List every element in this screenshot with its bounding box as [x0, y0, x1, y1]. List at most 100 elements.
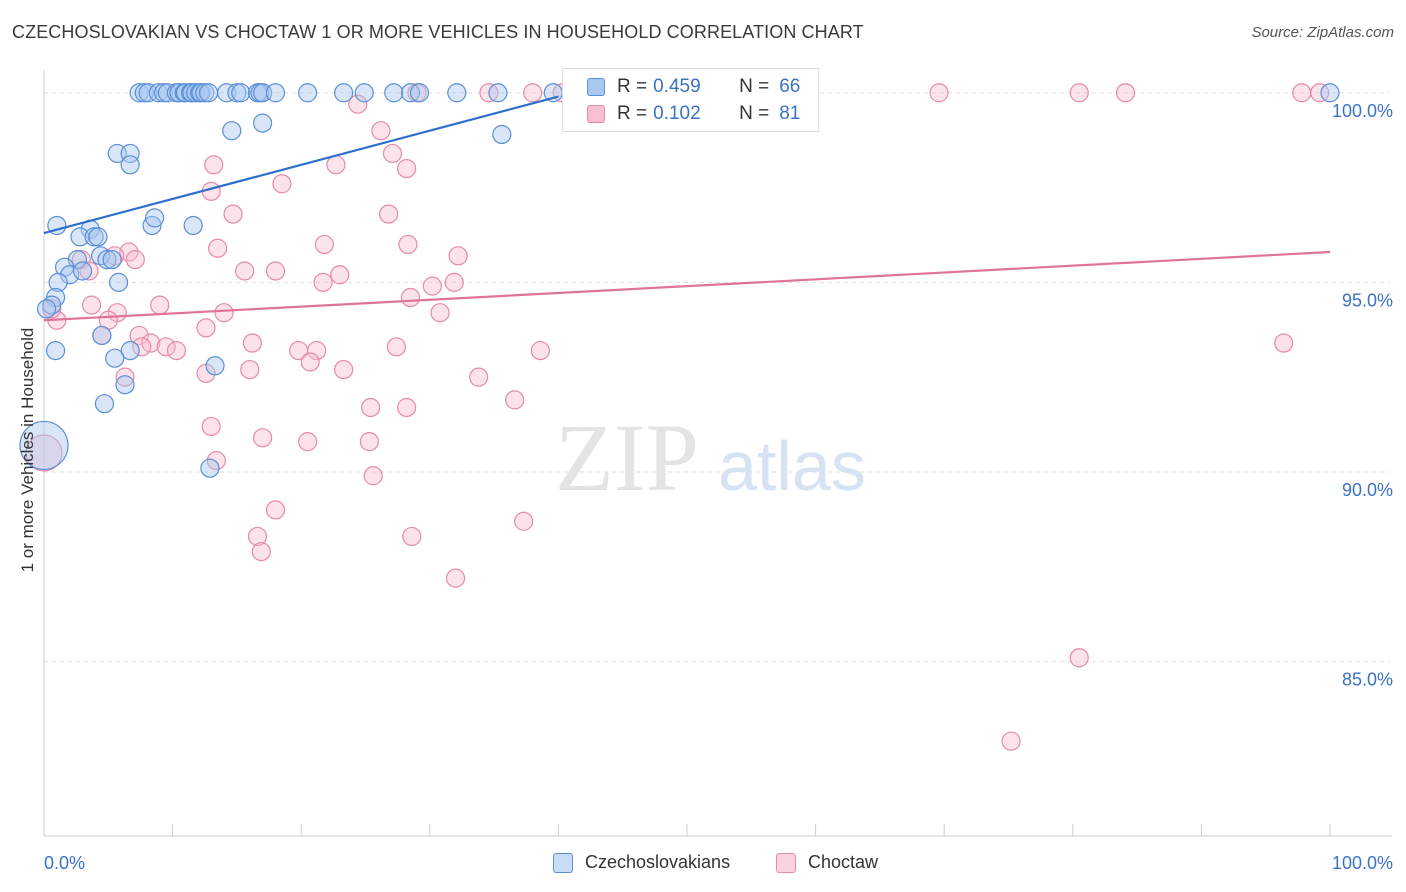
czechoslovakian-point — [48, 272, 68, 292]
y-axis-label-wrap: 1 or more Vehicles in Household — [8, 300, 48, 600]
x-tick-label-min: 0.0% — [44, 853, 85, 873]
czechoslovakian-point — [183, 215, 203, 236]
choctaw-point — [314, 234, 334, 255]
choctaw-point — [402, 526, 422, 547]
trend-lines — [43, 95, 1331, 322]
czechoslovakian-point — [94, 394, 115, 414]
choctaw-point — [371, 121, 391, 141]
choctaw-point — [204, 155, 224, 175]
choctaw-point — [530, 341, 550, 361]
choctaw-point — [247, 526, 268, 547]
choctaw-point — [430, 303, 450, 323]
choctaw-point — [382, 143, 403, 164]
choctaw-point — [330, 265, 350, 285]
choctaw-point — [272, 174, 292, 194]
choctaw-point — [363, 466, 383, 486]
choctaw-point — [929, 83, 949, 103]
watermark-zip: ZIP — [555, 404, 699, 511]
czechoslovakian-point — [102, 250, 122, 270]
czechoslovakian-point — [105, 348, 125, 368]
choctaw-point — [469, 367, 489, 387]
choctaw-point — [150, 295, 170, 315]
choctaw-point — [208, 238, 228, 258]
legend-item-czechoslovakians[interactable]: Czechoslovakians — [553, 852, 730, 873]
czechoslovakian-point — [72, 261, 93, 281]
choctaw-trend-line — [43, 250, 1331, 322]
choctaw-point — [223, 204, 243, 224]
czechoslovakian-point — [120, 155, 140, 175]
watermark-atlas: atlas — [718, 427, 866, 505]
choctaw-point — [196, 318, 216, 338]
choctaw-point — [326, 155, 346, 175]
legend-item-choctaw[interactable]: Choctaw — [776, 852, 878, 873]
legend-r-value: 0.459 — [653, 76, 701, 97]
czechoslovakian-point — [19, 420, 69, 471]
choctaw-point — [129, 325, 149, 346]
y-tick-label: 85.0% — [1342, 670, 1393, 690]
legend-swatch-pink — [776, 852, 796, 873]
tick-labels: 100.0% 95.0% 90.0% 85.0% 0.0% 100.0% — [44, 101, 1393, 873]
choctaw-point — [1115, 83, 1136, 103]
choctaw-point — [1069, 83, 1089, 103]
czechoslovakian-point — [144, 208, 165, 228]
czechoslovakian-point — [60, 265, 80, 285]
choctaw-point — [523, 83, 543, 103]
legend-label-czechoslovakians: Czechoslovakians — [585, 852, 731, 872]
legend-r-label: R = — [617, 76, 648, 97]
choctaw-point — [422, 276, 442, 296]
choctaw-point — [298, 432, 318, 452]
choctaw-point — [251, 541, 271, 562]
czechoslovakian-point — [199, 83, 219, 103]
legend-row-choctaw: R = 0.102 N = 81 — [587, 102, 800, 126]
czechoslovakian-points — [19, 83, 1340, 478]
choctaw-point — [313, 272, 333, 292]
choctaw-point — [156, 337, 176, 357]
choctaw-point — [81, 295, 102, 315]
czechoslovakian-point — [384, 83, 404, 103]
czechoslovakian-point — [138, 83, 158, 103]
axis-layer — [43, 70, 1392, 837]
czechoslovakian-point — [1320, 83, 1340, 103]
czechoslovakian-point — [108, 272, 129, 292]
choctaw-point — [166, 341, 187, 361]
czechoslovakian-point — [45, 341, 66, 361]
czechoslovakian-point — [409, 83, 430, 103]
czechoslovakian-point — [217, 83, 237, 103]
legend-swatch-blue — [587, 78, 605, 96]
choctaw-point — [1001, 731, 1021, 751]
stats-legend: R = 0.459 N = 66 R = 0.102 N = 81 — [562, 68, 819, 132]
legend-r-label: R = — [617, 103, 648, 124]
czechoslovakian-point — [175, 83, 196, 103]
choctaw-point — [398, 234, 418, 255]
choctaw-point — [119, 242, 139, 262]
czechoslovakian-point — [231, 83, 251, 103]
legend-n-label: N = — [739, 76, 770, 97]
choctaw-point — [1069, 648, 1089, 668]
y-axis-label: 1 or more Vehicles in Household — [18, 327, 37, 573]
legend-swatch-blue — [553, 852, 573, 873]
choctaw-point — [115, 367, 135, 387]
choctaw-point — [348, 94, 368, 114]
czechoslovakian-point — [115, 375, 135, 395]
czechoslovakian-point — [253, 113, 273, 133]
legend-label-choctaw: Choctaw — [808, 852, 879, 872]
czechoslovakian-point — [222, 121, 242, 141]
legend-n-value: 66 — [779, 76, 801, 97]
czechoslovakian-point — [298, 83, 318, 103]
czechoslovakian-point — [354, 83, 374, 103]
choctaw-point — [307, 341, 327, 361]
choctaw-point — [242, 333, 262, 353]
czechoslovakian-point — [492, 124, 512, 145]
choctaw-point — [334, 359, 354, 380]
choctaw-point — [359, 432, 379, 452]
choctaw-point — [132, 337, 152, 357]
y-tick-label: 90.0% — [1342, 480, 1393, 500]
choctaw-point — [505, 390, 525, 410]
choctaw-point — [1274, 333, 1294, 353]
choctaw-point — [444, 272, 464, 292]
choctaw-point — [1310, 83, 1330, 103]
choctaw-point — [201, 416, 221, 437]
czechoslovakian-point — [142, 215, 162, 236]
choctaw-point — [386, 337, 406, 357]
